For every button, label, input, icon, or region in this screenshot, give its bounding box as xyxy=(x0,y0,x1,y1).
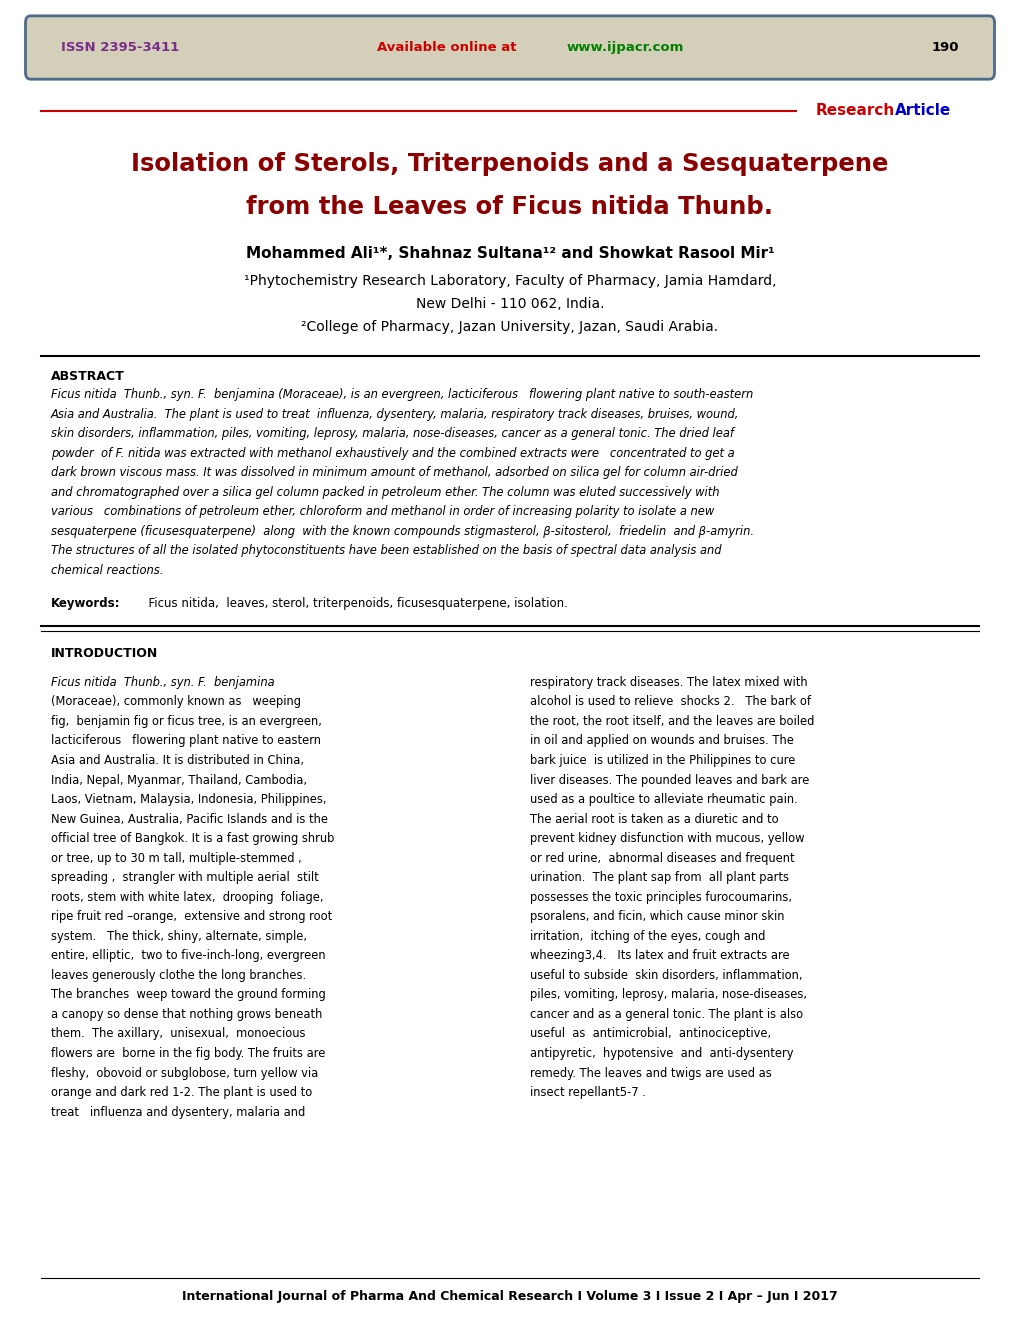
Text: Isolation of Sterols, Triterpenoids and a Sesquaterpene: Isolation of Sterols, Triterpenoids and … xyxy=(131,152,888,176)
Text: antipyretic,  hypotensive  and  anti-dysentery: antipyretic, hypotensive and anti-dysent… xyxy=(530,1047,793,1060)
Text: wheezing3,4.   Its latex and fruit extracts are: wheezing3,4. Its latex and fruit extract… xyxy=(530,949,790,962)
Text: ISSN 2395-3411: ISSN 2395-3411 xyxy=(61,41,179,54)
Text: liver diseases. The pounded leaves and bark are: liver diseases. The pounded leaves and b… xyxy=(530,774,809,787)
Text: Mohammed Ali¹*, Shahnaz Sultana¹² and Showkat Rasool Mir¹: Mohammed Ali¹*, Shahnaz Sultana¹² and Sh… xyxy=(246,246,773,261)
Text: sesquaterpene (ficusesquaterpene)  along  with the known compounds stigmasterol,: sesquaterpene (ficusesquaterpene) along … xyxy=(51,525,753,537)
Text: and chromatographed over a silica gel column packed in petroleum ether. The colu: and chromatographed over a silica gel co… xyxy=(51,486,718,499)
Text: The structures of all the isolated phytoconstituents have been established on th: The structures of all the isolated phyto… xyxy=(51,544,720,557)
Text: chemical reactions.: chemical reactions. xyxy=(51,564,163,577)
Text: orange and dark red 1-2. The plant is used to: orange and dark red 1-2. The plant is us… xyxy=(51,1086,312,1100)
Text: irritation,  itching of the eyes, cough and: irritation, itching of the eyes, cough a… xyxy=(530,929,765,942)
Text: bark juice  is utilized in the Philippines to cure: bark juice is utilized in the Philippine… xyxy=(530,754,795,767)
Text: useful to subside  skin disorders, inflammation,: useful to subside skin disorders, inflam… xyxy=(530,969,802,982)
Text: urination.  The plant sap from  all plant parts: urination. The plant sap from all plant … xyxy=(530,871,789,884)
Text: used as a poultice to alleviate rheumatic pain.: used as a poultice to alleviate rheumati… xyxy=(530,793,798,807)
Text: ¹Phytochemistry Research Laboratory, Faculty of Pharmacy, Jamia Hamdard,: ¹Phytochemistry Research Laboratory, Fac… xyxy=(244,275,775,288)
Text: cancer and as a general tonic. The plant is also: cancer and as a general tonic. The plant… xyxy=(530,1008,803,1020)
Text: useful  as  antimicrobial,  antinociceptive,: useful as antimicrobial, antinociceptive… xyxy=(530,1027,770,1040)
Text: treat   influenza and dysentery, malaria and: treat influenza and dysentery, malaria a… xyxy=(51,1106,305,1118)
Text: The aerial root is taken as a diuretic and to: The aerial root is taken as a diuretic a… xyxy=(530,813,779,825)
Text: the root, the root itself, and the leaves are boiled: the root, the root itself, and the leave… xyxy=(530,715,814,727)
Text: or red urine,  abnormal diseases and frequent: or red urine, abnormal diseases and freq… xyxy=(530,851,794,865)
Text: piles, vomiting, leprosy, malaria, nose-diseases,: piles, vomiting, leprosy, malaria, nose-… xyxy=(530,989,807,1002)
Text: flowers are  borne in the fig body. The fruits are: flowers are borne in the fig body. The f… xyxy=(51,1047,325,1060)
Text: International Journal of Pharma And Chemical Research I Volume 3 I Issue 2 I Apr: International Journal of Pharma And Chem… xyxy=(182,1290,837,1303)
Text: lacticiferous   flowering plant native to eastern: lacticiferous flowering plant native to … xyxy=(51,734,321,747)
Text: ripe fruit red –orange,  extensive and strong root: ripe fruit red –orange, extensive and st… xyxy=(51,911,332,923)
Text: Ficus nitida  Thunb., syn. F.  benjamina: Ficus nitida Thunb., syn. F. benjamina xyxy=(51,676,274,689)
Text: fleshy,  obovoid or subglobose, turn yellow via: fleshy, obovoid or subglobose, turn yell… xyxy=(51,1067,318,1080)
Text: Asia and Australia.  The plant is used to treat  influenza, dysentery, malaria, : Asia and Australia. The plant is used to… xyxy=(51,408,739,421)
Text: them.  The axillary,  unisexual,  monoecious: them. The axillary, unisexual, monoeciou… xyxy=(51,1027,306,1040)
Text: India, Nepal, Myanmar, Thailand, Cambodia,: India, Nepal, Myanmar, Thailand, Cambodi… xyxy=(51,774,307,787)
Text: system.   The thick, shiny, alternate, simple,: system. The thick, shiny, alternate, sim… xyxy=(51,929,307,942)
Text: various   combinations of petroleum ether, chloroform and methanol in order of i: various combinations of petroleum ether,… xyxy=(51,506,713,519)
Text: www.ijpacr.com: www.ijpacr.com xyxy=(566,41,683,54)
Text: prevent kidney disfunction with mucous, yellow: prevent kidney disfunction with mucous, … xyxy=(530,832,804,845)
Text: leaves generously clothe the long branches.: leaves generously clothe the long branch… xyxy=(51,969,306,982)
Text: fig,  benjamin fig or ficus tree, is an evergreen,: fig, benjamin fig or ficus tree, is an e… xyxy=(51,715,322,727)
Text: New Guinea, Australia, Pacific Islands and is the: New Guinea, Australia, Pacific Islands a… xyxy=(51,813,328,825)
Text: or tree, up to 30 m tall, multiple-stemmed ,: or tree, up to 30 m tall, multiple-stemm… xyxy=(51,851,302,865)
Text: dark brown viscous mass. It was dissolved in minimum amount of methanol, adsorbe: dark brown viscous mass. It was dissolve… xyxy=(51,466,737,479)
Text: remedy. The leaves and twigs are used as: remedy. The leaves and twigs are used as xyxy=(530,1067,771,1080)
Text: roots, stem with white latex,  drooping  foliage,: roots, stem with white latex, drooping f… xyxy=(51,891,323,904)
Text: from the Leaves of Ficus nitida Thunb.: from the Leaves of Ficus nitida Thunb. xyxy=(247,195,772,219)
Text: Ficus nitida,  leaves, sterol, triterpenoids, ficusesquaterpene, isolation.: Ficus nitida, leaves, sterol, triterpeno… xyxy=(141,597,568,610)
Text: Available online at: Available online at xyxy=(377,41,521,54)
Text: Ficus nitida  Thunb., syn. F.  benjamina (Moraceae), is an evergreen, lacticifer: Ficus nitida Thunb., syn. F. benjamina (… xyxy=(51,388,752,401)
Text: insect repellant5-7 .: insect repellant5-7 . xyxy=(530,1086,646,1100)
Text: Keywords:: Keywords: xyxy=(51,597,120,610)
Text: powder  of F. nitida was extracted with methanol exhaustively and the combined e: powder of F. nitida was extracted with m… xyxy=(51,446,734,459)
Text: in oil and applied on wounds and bruises. The: in oil and applied on wounds and bruises… xyxy=(530,734,794,747)
Text: ABSTRACT: ABSTRACT xyxy=(51,370,124,383)
Text: psoralens, and ficin, which cause minor skin: psoralens, and ficin, which cause minor … xyxy=(530,911,785,923)
Text: entire, elliptic,  two to five-inch-long, evergreen: entire, elliptic, two to five-inch-long,… xyxy=(51,949,325,962)
Text: official tree of Bangkok. It is a fast growing shrub: official tree of Bangkok. It is a fast g… xyxy=(51,832,334,845)
Text: alcohol is used to relieve  shocks 2.   The bark of: alcohol is used to relieve shocks 2. The… xyxy=(530,696,810,709)
Text: Article: Article xyxy=(894,103,950,119)
Text: Laos, Vietnam, Malaysia, Indonesia, Philippines,: Laos, Vietnam, Malaysia, Indonesia, Phil… xyxy=(51,793,326,807)
Text: INTRODUCTION: INTRODUCTION xyxy=(51,647,158,660)
Text: Research: Research xyxy=(815,103,895,119)
Text: ²College of Pharmacy, Jazan University, Jazan, Saudi Arabia.: ²College of Pharmacy, Jazan University, … xyxy=(302,321,717,334)
Text: The branches  weep toward the ground forming: The branches weep toward the ground form… xyxy=(51,989,325,1002)
Text: 190: 190 xyxy=(930,41,958,54)
Text: (Moraceae), commonly known as   weeping: (Moraceae), commonly known as weeping xyxy=(51,696,301,709)
Text: spreading ,  strangler with multiple aerial  stilt: spreading , strangler with multiple aeri… xyxy=(51,871,319,884)
FancyBboxPatch shape xyxy=(25,16,994,79)
Text: respiratory track diseases. The latex mixed with: respiratory track diseases. The latex mi… xyxy=(530,676,807,689)
Text: skin disorders, inflammation, piles, vomiting, leprosy, malaria, nose-diseases, : skin disorders, inflammation, piles, vom… xyxy=(51,428,733,440)
Text: Asia and Australia. It is distributed in China,: Asia and Australia. It is distributed in… xyxy=(51,754,304,767)
Text: a canopy so dense that nothing grows beneath: a canopy so dense that nothing grows ben… xyxy=(51,1008,322,1020)
Text: New Delhi - 110 062, India.: New Delhi - 110 062, India. xyxy=(416,297,603,310)
Text: possesses the toxic principles furocoumarins,: possesses the toxic principles furocouma… xyxy=(530,891,792,904)
